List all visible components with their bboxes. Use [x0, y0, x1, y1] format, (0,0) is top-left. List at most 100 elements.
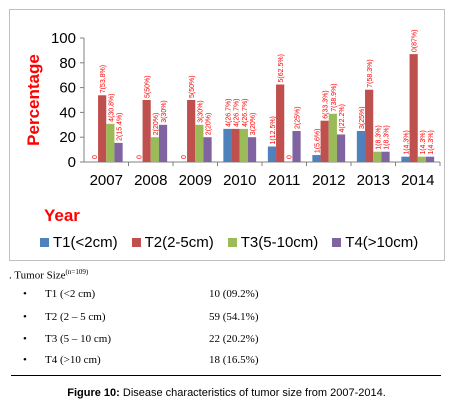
legend-item: T1(<2cm) [40, 234, 118, 251]
x-tick-label: 2009 [179, 172, 212, 189]
table-row: • T3 (5 – 10 cm) 22 (20.2%) [23, 333, 423, 349]
figure-caption: Figure 10: Disease characteristics of tu… [0, 387, 453, 399]
table-title: . Tumor Size(n=109) [9, 268, 89, 282]
data-label: 0 [181, 155, 188, 159]
data-label: 2(20%) [153, 113, 160, 136]
bar [203, 137, 212, 162]
bar [150, 137, 159, 162]
bar [409, 54, 418, 163]
data-label: 0(87%) [412, 30, 419, 53]
bar [247, 137, 257, 162]
bar [142, 100, 151, 162]
caption-label: Figure 10: [67, 387, 120, 399]
data-label: 0 [92, 155, 99, 159]
bullet: • [23, 288, 27, 300]
bar [276, 84, 285, 162]
x-tick-label: 2012 [312, 172, 345, 189]
caption-text: Disease characteristics of tumor size fr… [119, 387, 386, 399]
table-row: • T2 (2 – 5 cm) 59 (54.1%) [23, 311, 423, 327]
data-label: 4(26.7%) [242, 98, 249, 126]
bar [401, 156, 410, 162]
x-tick-label: 2008 [134, 172, 167, 189]
y-tick-label: 80 [59, 55, 76, 72]
x-tick-label: 2011 [268, 172, 300, 189]
legend-label: T1(<2cm) [53, 234, 118, 251]
data-label: 4(26.7%) [234, 98, 241, 126]
data-label: 2(25%) [295, 106, 302, 129]
data-label: 5(50%) [189, 75, 196, 98]
bar [106, 123, 115, 162]
table-row: • T1 (<2 cm) 10 (09.2%) [23, 288, 423, 304]
data-label: 0 [286, 155, 293, 159]
row-label: T3 (5 – 10 cm) [45, 333, 111, 345]
data-label: 5(50%) [145, 75, 152, 98]
data-label: 6(33.3%) [323, 90, 330, 118]
y-tick-label: 0 [68, 154, 76, 171]
data-label: 1(4.3%) [428, 130, 435, 155]
chart-legend: T1(<2cm) T2(2-5cm) T3(5-10cm) T4(>10cm) [40, 234, 418, 251]
data-label: 3(30%) [197, 100, 204, 123]
legend-item: T2(2-5cm) [131, 234, 214, 251]
x-tick-label: 2014 [401, 172, 434, 189]
chart-container: 0 20 40 60 80 100 Percentage 2007 0 7(53.8%) 4(30.… [9, 9, 445, 261]
row-label: T4 (>10 cm) [45, 354, 101, 366]
data-label: 4(22.2%) [339, 104, 346, 132]
legend-label: T3(5-10cm) [240, 234, 319, 251]
bar [365, 89, 374, 162]
row-value: 59 (54.1%) [209, 311, 259, 323]
row-label: T1 (<2 cm) [45, 288, 96, 300]
row-value: 18 (16.5%) [209, 354, 259, 366]
bar [292, 131, 301, 162]
data-label: 7(58.3%) [367, 59, 374, 87]
bullet: • [23, 333, 27, 345]
bar [239, 128, 248, 162]
table-row: • T4 (>10 cm) 18 (16.5%) [23, 354, 423, 370]
bar [328, 113, 337, 162]
bar [223, 128, 232, 162]
data-label: 1(4.3%) [403, 130, 410, 155]
x-tick-label: 2013 [357, 172, 390, 189]
data-label: 4(26.7%) [225, 98, 232, 126]
legend-item: T4(>10cm) [332, 234, 418, 251]
data-label: 4(30.8%) [108, 93, 115, 121]
bar-chart: 0 20 40 60 80 100 Percentage 2007 0 7(53.8%)4(30.… [24, 30, 441, 225]
bullet: • [23, 354, 27, 366]
data-label: 3(25%) [359, 106, 366, 129]
y-tick-label: 100 [51, 30, 76, 47]
bar [381, 151, 390, 162]
data-label: 1(12.5%) [270, 116, 277, 144]
legend-swatch [332, 238, 342, 247]
tumor-size-table: . Tumor Size(n=109) • T1 (<2 cm) 10 (09.2%… [9, 266, 443, 396]
legend-swatch [131, 238, 141, 247]
y-tick-label: 40 [59, 104, 76, 121]
bar [158, 124, 168, 162]
data-label: 1(4.3%) [420, 130, 427, 155]
data-label: 3(30%) [161, 100, 168, 123]
data-label: 2(20%) [206, 113, 213, 136]
bar [98, 95, 107, 162]
x-tick-label: 2007 [90, 172, 123, 189]
data-label: 1(5.6%) [314, 129, 321, 154]
bar [425, 156, 435, 162]
data-label: 3(20%) [250, 113, 257, 136]
bar [231, 128, 240, 162]
data-label: 1(8.3%) [384, 125, 391, 150]
bar [267, 146, 277, 162]
data-label: 1(8.3%) [375, 125, 382, 150]
bar [320, 120, 329, 162]
bar [195, 124, 204, 162]
x-axis-title: Year [44, 206, 80, 225]
bar [417, 156, 426, 162]
data-label: 0 [136, 155, 143, 159]
row-value: 10 (09.2%) [209, 288, 259, 300]
x-tick-label: 2010 [223, 172, 256, 189]
data-label: 2(15.4%) [117, 112, 124, 140]
legend-label: T4(>10cm) [345, 234, 419, 251]
legend-label: T2(2-5cm) [144, 234, 214, 251]
bar [312, 155, 321, 162]
row-label: T2 (2 – 5 cm) [45, 311, 106, 323]
y-axis-title: Percentage [24, 54, 43, 146]
legend-swatch [40, 238, 49, 247]
bar [336, 134, 346, 162]
data-label: 7(53.8%) [100, 65, 107, 93]
